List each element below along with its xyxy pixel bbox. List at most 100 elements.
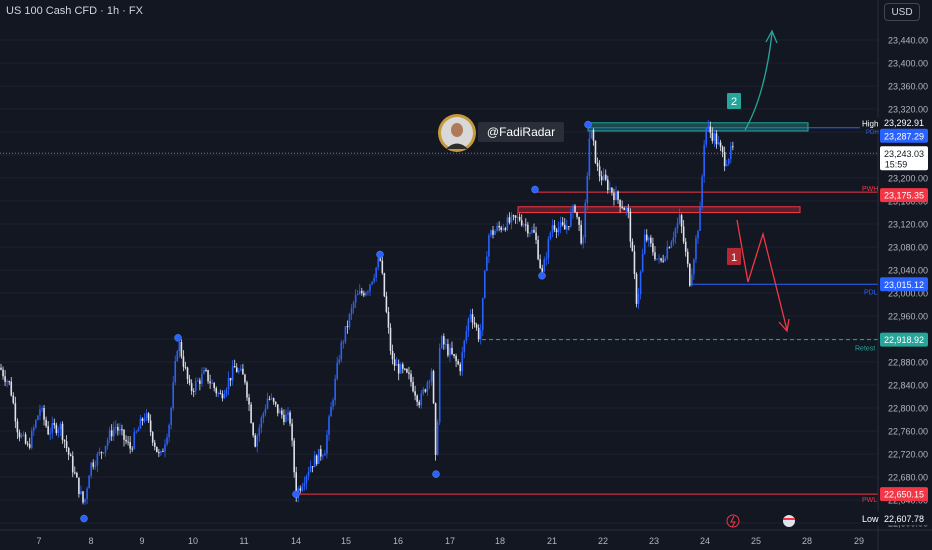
candle-body — [45, 419, 47, 427]
candle-body — [156, 446, 158, 453]
candle-body — [518, 216, 521, 221]
candle-body — [697, 230, 699, 239]
y-tick-label: 22,680.00 — [888, 473, 928, 483]
candle-body — [330, 406, 332, 417]
candle-body — [662, 260, 664, 262]
candle-body — [74, 472, 76, 474]
low-tag: Low — [862, 514, 879, 524]
y-tick-label: 23,120.00 — [888, 220, 928, 230]
candle-body — [705, 127, 707, 145]
candle-body — [108, 430, 111, 441]
y-tick-label: 22,800.00 — [888, 404, 928, 414]
candle-body — [90, 462, 92, 476]
candle-body — [172, 382, 174, 409]
candle-body — [39, 409, 41, 416]
candle-body — [426, 382, 429, 392]
candle-body — [328, 416, 330, 435]
candle-body — [115, 427, 117, 429]
candle-body — [709, 126, 712, 133]
currency-button[interactable]: USD — [884, 3, 920, 21]
candle-body — [117, 427, 119, 431]
pdl-price-label: 23,015.12 — [884, 280, 924, 290]
candle-body — [602, 174, 605, 181]
y-tick-label: 22,720.00 — [888, 450, 928, 460]
candle-body — [537, 239, 539, 260]
x-tick-label: 8 — [88, 536, 93, 546]
symbol-title[interactable]: US 100 Cash CFD · 1h · FX — [6, 5, 143, 17]
x-tick-label: 29 — [854, 536, 864, 546]
candle-body — [182, 356, 185, 367]
candle-body — [153, 442, 156, 447]
candle-body — [309, 466, 312, 472]
candle-body — [361, 290, 363, 294]
candle-body — [326, 434, 328, 454]
candle-body — [445, 344, 447, 346]
candle-body — [436, 422, 439, 455]
x-tick-label: 14 — [291, 536, 301, 546]
resistance-zone — [587, 122, 809, 132]
high-tag-bg — [860, 117, 880, 130]
candle-body — [656, 258, 658, 260]
candle-body — [561, 222, 564, 225]
candle-body — [459, 364, 461, 372]
candle-body — [354, 295, 357, 303]
candle-body — [20, 434, 23, 438]
candle-body — [12, 395, 15, 404]
candle-body — [238, 370, 240, 373]
y-tick-label: 23,320.00 — [888, 105, 928, 115]
candle-body — [645, 234, 648, 241]
candle-body — [149, 420, 152, 433]
candle-body — [184, 366, 187, 368]
candle-body — [684, 241, 687, 252]
time-axis: 7 8 9 10 11 14 15 16 17 18 21 22 23 24 25 28 29 — [0, 529, 932, 546]
candle-body — [588, 138, 591, 176]
candle-body — [16, 421, 19, 433]
candle-body — [272, 398, 275, 402]
candle-body — [440, 336, 443, 348]
candle-body — [570, 212, 572, 227]
candle-body — [674, 228, 677, 238]
candle-body — [26, 443, 29, 445]
candle-body — [557, 227, 560, 233]
candle-body — [256, 435, 259, 447]
x-tick-label: 23 — [649, 536, 659, 546]
candle-body — [553, 225, 556, 230]
candle-body — [520, 220, 523, 226]
candle-body — [262, 413, 265, 418]
price-axis: 23,440.00 23,400.00 23,360.00 23,320.00 23,2… — [855, 0, 928, 550]
candle-body — [133, 432, 136, 449]
candle-body — [119, 429, 121, 431]
candle-body — [37, 415, 39, 420]
candle-body — [453, 354, 455, 356]
candle-body — [666, 247, 669, 259]
candle-body — [633, 251, 636, 274]
y-tick-label: 22,760.00 — [888, 427, 928, 437]
candle-body — [443, 336, 445, 345]
lightning-icon — [726, 514, 740, 528]
candle-body — [469, 314, 472, 319]
candle-body — [678, 215, 681, 223]
candle-body — [432, 371, 435, 404]
candle-body — [598, 166, 601, 177]
x-tick-label: 25 — [751, 536, 761, 546]
x-tick-label: 24 — [700, 536, 710, 546]
candle-body — [498, 225, 500, 228]
candle-body — [358, 290, 361, 295]
high-price-label: 23,292.91 — [884, 118, 924, 128]
candle-body — [479, 330, 482, 340]
candle-body — [76, 472, 78, 478]
candle-body — [590, 129, 593, 139]
candle-body — [613, 192, 615, 201]
candle-body — [695, 238, 697, 260]
pwh-price-label: 23,175.35 — [884, 191, 924, 201]
scenario-2-label: 2 — [731, 96, 737, 108]
candle-body — [139, 418, 142, 429]
x-tick-label: 10 — [188, 536, 198, 546]
author-handle: @FadiRadar — [487, 125, 555, 139]
candle-body — [110, 430, 113, 437]
candle-body — [203, 370, 205, 374]
flag-stripe-icon — [783, 518, 795, 520]
swing-point-dot — [531, 185, 539, 194]
candle-body — [205, 370, 207, 372]
